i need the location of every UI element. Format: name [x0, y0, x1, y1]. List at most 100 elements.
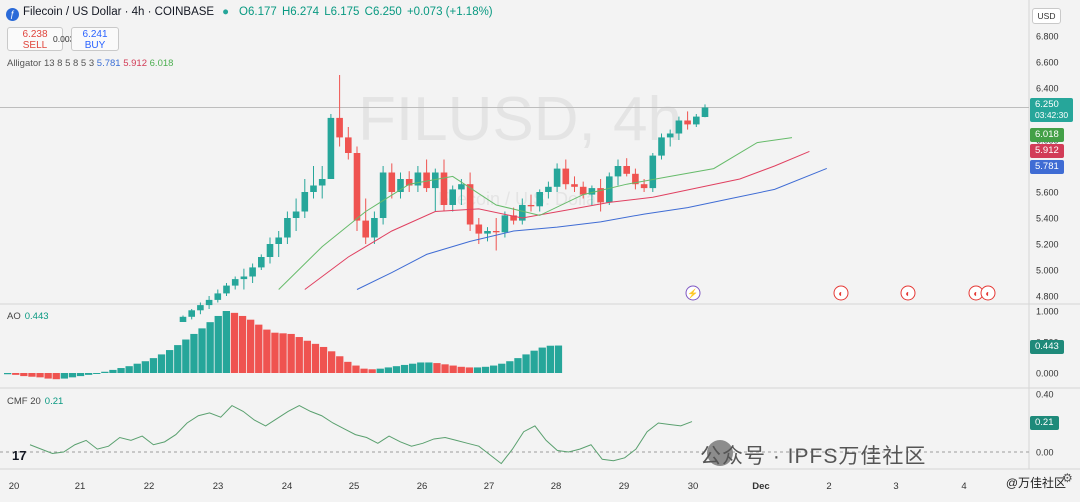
ao-bar [433, 363, 441, 373]
alligator-jaw-line [356, 168, 827, 290]
ao-bar [303, 340, 311, 373]
candle-body [475, 224, 483, 234]
candle-body [440, 172, 448, 205]
candle-body [345, 137, 352, 153]
symbol-header: ƒ Filecoin / US Dollar · 4h · COINBASE ● O6… [6, 6, 493, 21]
ao-bar [263, 329, 271, 373]
price-tick-label: 6.600 [1036, 58, 1059, 68]
ao-bar [287, 333, 295, 373]
settings-gear-icon[interactable]: ⚙ [1062, 471, 1073, 485]
cmf-value: 0.21 [44, 396, 64, 407]
ao-bar [336, 356, 344, 373]
candle-body [179, 316, 187, 322]
candle-body [519, 205, 526, 221]
candle-body [432, 172, 439, 189]
time-tick-label: 29 [619, 481, 630, 492]
ao-bar [271, 332, 279, 373]
candle-body [205, 299, 213, 306]
ao-tick-label: 0.000 [1036, 369, 1059, 379]
event-icon [833, 285, 849, 301]
candle-body [458, 184, 465, 190]
cmf-legend[interactable]: CMF 20 0.21 [7, 396, 63, 407]
candle-body [284, 218, 291, 238]
ao-bar [190, 333, 198, 373]
ao-bar [409, 363, 417, 373]
candle-body [449, 189, 456, 205]
time-tick-label: 25 [349, 481, 360, 492]
ao-bar [20, 373, 28, 377]
ohlc-close: C6.250 [364, 6, 402, 18]
event-icon [980, 285, 996, 301]
alligator-legend[interactable]: Alligator 13 8 5 8 5 3 5.781 5.912 6.018 [7, 58, 173, 69]
ao-bar [425, 362, 433, 373]
ao-bar [230, 312, 239, 373]
ao-bar [125, 366, 133, 373]
price-tick-label: 5.000 [1036, 266, 1059, 276]
candle-body [214, 293, 222, 300]
ao-bar [328, 351, 336, 373]
credit-watermark: @万佳社区 [1005, 476, 1066, 490]
sell-button[interactable]: 6.238 SELL [7, 27, 63, 51]
lips-price-tag: 6.018 [1030, 128, 1064, 142]
candle-body [266, 244, 274, 257]
candle-body [223, 285, 230, 294]
candle-body [571, 184, 578, 187]
ao-bar [279, 333, 287, 373]
time-tick-label: Dec [752, 481, 769, 492]
jaw-price-tag: 5.781 [1030, 160, 1064, 174]
event-icon-glyph: ◐ [905, 289, 910, 299]
candle-body [258, 257, 265, 268]
tradingview-logo[interactable]: 17 [12, 448, 27, 463]
ohlc-change: +0.073 (+1.18%) [406, 6, 493, 18]
ao-bar [109, 369, 117, 373]
candle-body [188, 310, 195, 317]
ao-bar [44, 373, 52, 379]
spread-value: 0.003 [53, 34, 75, 44]
cmf-name: CMF 20 [7, 396, 41, 407]
ao-bar [149, 358, 158, 373]
time-tick-label: 27 [484, 481, 495, 492]
ohlc-open: O6.177 [239, 6, 277, 18]
ao-bar [352, 365, 360, 373]
candle-body [684, 120, 691, 125]
alligator-lips-value: 6.018 [149, 58, 174, 69]
event-icon [685, 285, 701, 301]
candle-body [553, 168, 561, 187]
ao-bar [554, 345, 563, 373]
ao-bar [101, 371, 109, 373]
price-tick-label: 5.200 [1036, 240, 1059, 250]
candle-body [310, 185, 317, 192]
buy-button[interactable]: 6.241 BUY [71, 27, 119, 51]
candle-body [336, 117, 343, 138]
ao-bar [400, 364, 409, 373]
ao-bar [206, 322, 214, 373]
wechat-logo-icon [707, 440, 733, 466]
time-tick-label: 30 [688, 481, 699, 492]
currency-selector[interactable]: USD [1032, 8, 1061, 24]
candle-body [579, 186, 587, 195]
time-tick-label: 4 [961, 481, 966, 492]
wechat-watermark: 公众号 · IPFS万佳社区 [700, 445, 927, 468]
market-status-dot: ● [222, 6, 230, 18]
ao-bar [182, 339, 190, 373]
symbol-title[interactable]: Filecoin / US Dollar · 4h · COINBASE [23, 6, 215, 18]
ohlc-high: H6.274 [281, 6, 320, 18]
last-price-value: 6.250 [1035, 99, 1059, 110]
ao-bar [157, 354, 166, 373]
time-tick-label: 24 [282, 481, 293, 492]
price-tick-label: 5.400 [1036, 214, 1059, 224]
ao-bar [392, 366, 401, 373]
sell-price: 6.238 [22, 29, 48, 40]
cmf-tick-label: 0.00 [1036, 448, 1054, 458]
time-tick-label: 28 [551, 481, 562, 492]
candle-body [536, 192, 543, 207]
alligator-teeth-line [304, 150, 810, 290]
candle-body [414, 172, 422, 186]
ao-bar [490, 365, 498, 373]
time-tick-label: 21 [75, 481, 86, 492]
bar-countdown: 03:42:30 [1035, 110, 1069, 120]
ao-legend[interactable]: AO 0.443 [7, 311, 49, 322]
ao-bar [522, 354, 530, 373]
